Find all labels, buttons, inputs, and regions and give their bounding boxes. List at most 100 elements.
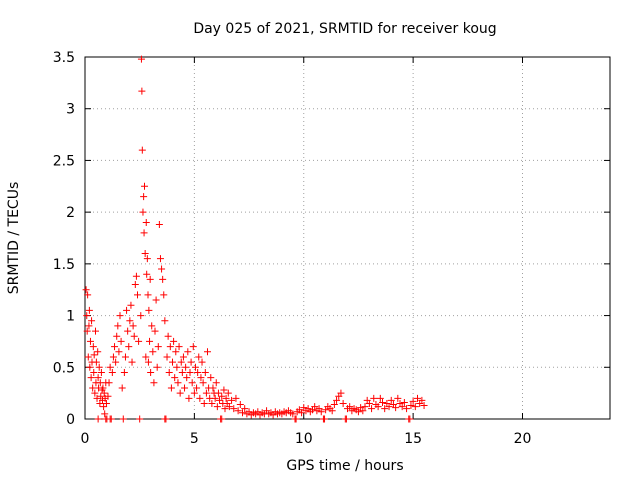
data-point — [212, 379, 220, 387]
data-point — [101, 410, 109, 418]
data-point — [129, 322, 137, 330]
data-point — [337, 389, 345, 397]
data-point — [204, 348, 211, 356]
data-point — [183, 374, 191, 382]
data-point — [94, 348, 102, 356]
data-point — [196, 394, 204, 402]
data-point — [182, 363, 190, 371]
data-point — [112, 358, 120, 366]
y-tick-label: 2.5 — [53, 153, 75, 169]
data-point — [88, 317, 96, 325]
data-point — [370, 394, 378, 402]
data-point — [328, 407, 336, 415]
x-tick-label: 10 — [295, 431, 313, 447]
data-point — [199, 379, 207, 387]
data-point — [144, 358, 152, 366]
data-point — [135, 337, 143, 345]
data-point — [218, 392, 226, 400]
data-point — [92, 358, 100, 366]
data-point — [201, 368, 209, 376]
data-point — [213, 403, 221, 411]
data-point — [90, 351, 98, 359]
data-point — [148, 322, 156, 330]
data-point — [298, 409, 306, 417]
data-point — [289, 410, 297, 418]
data-point — [132, 272, 140, 280]
data-point — [143, 255, 151, 263]
data-point — [138, 87, 146, 95]
data-point — [141, 250, 149, 258]
data-point — [171, 374, 179, 382]
data-point — [139, 208, 147, 216]
data-point — [176, 389, 184, 397]
data-point — [83, 327, 91, 335]
data-point — [147, 368, 155, 376]
plot-frame — [84, 56, 611, 420]
data-point — [94, 415, 102, 423]
y-tick-label: 3 — [66, 102, 75, 118]
x-tick-label: 5 — [190, 431, 199, 447]
data-point — [121, 353, 129, 361]
data-point — [163, 353, 171, 361]
data-point — [185, 394, 193, 402]
data-point — [105, 379, 113, 387]
data-point — [359, 407, 367, 415]
data-point — [385, 403, 393, 411]
data-point — [128, 358, 136, 366]
data-point — [127, 301, 135, 309]
data-point — [109, 353, 117, 361]
data-point — [159, 275, 167, 283]
data-point — [142, 218, 150, 226]
data-point — [230, 405, 238, 413]
data-point — [89, 384, 97, 392]
data-point — [225, 403, 233, 411]
data-point — [379, 398, 386, 406]
data-point — [234, 407, 242, 415]
data-point — [106, 415, 114, 423]
data-point — [108, 368, 116, 376]
data-point — [190, 389, 198, 397]
data-point — [119, 415, 127, 423]
x-tick-label: 0 — [81, 431, 90, 447]
data-point — [85, 306, 93, 314]
y-tick-label: 1 — [66, 309, 75, 325]
data-point — [214, 389, 222, 397]
data-point — [418, 396, 426, 404]
x-axis-label: GPS time / hours — [286, 458, 403, 474]
y-axis-label: SRMTID / TECUs — [6, 182, 22, 295]
data-point — [144, 291, 152, 299]
data-point — [220, 386, 228, 394]
data-point — [84, 353, 92, 361]
data-point — [156, 255, 164, 263]
data-point — [158, 265, 166, 273]
data-point — [208, 399, 216, 407]
data-point — [186, 368, 194, 376]
data-point — [140, 193, 148, 201]
data-point — [97, 368, 105, 376]
data-point — [91, 389, 99, 397]
data-point — [232, 394, 240, 402]
data-point — [140, 229, 148, 237]
data-point — [137, 312, 145, 320]
data-point — [409, 397, 417, 405]
data-point — [202, 389, 210, 397]
data-point — [87, 374, 95, 382]
data-point — [97, 392, 105, 400]
data-point — [365, 399, 373, 407]
data-point — [187, 358, 195, 366]
data-point — [174, 379, 182, 387]
data-point — [145, 306, 153, 314]
data-point — [131, 281, 139, 289]
data-point — [141, 182, 148, 190]
data-point — [117, 337, 125, 345]
data-point — [241, 405, 249, 413]
data-point — [126, 317, 134, 325]
data-point — [111, 343, 119, 351]
data-point — [149, 348, 157, 356]
data-point — [94, 374, 102, 382]
y-tick-label: 0.5 — [53, 360, 75, 376]
data-point — [411, 403, 419, 411]
data-point — [167, 384, 175, 392]
data-point — [317, 408, 325, 416]
